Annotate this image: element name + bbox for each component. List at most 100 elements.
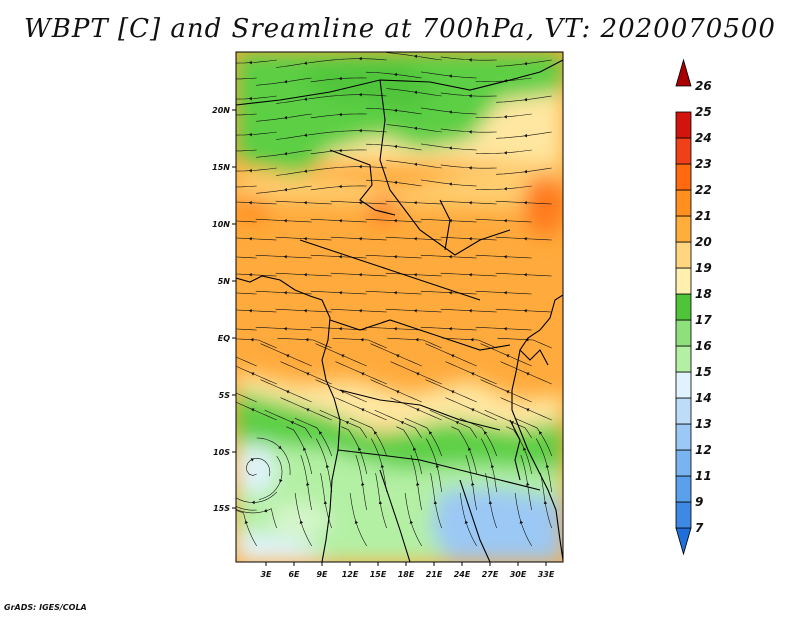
streamline-arrow bbox=[393, 72, 398, 77]
streamline bbox=[420, 290, 477, 295]
streamline bbox=[236, 273, 277, 277]
lon-tick-label: 27E bbox=[482, 570, 499, 579]
colorbar-label: 7 bbox=[695, 521, 704, 535]
streamline bbox=[236, 506, 257, 511]
streamline-arrow bbox=[248, 200, 252, 205]
streamline bbox=[236, 149, 257, 152]
streamline bbox=[500, 361, 552, 385]
streamline bbox=[310, 77, 367, 83]
streamline-arrow bbox=[393, 290, 397, 295]
streamline bbox=[440, 128, 497, 133]
lat-tick-label: EQ bbox=[218, 334, 230, 343]
streamline bbox=[310, 254, 367, 259]
streamline bbox=[341, 426, 367, 475]
streamline-arrow bbox=[506, 390, 510, 394]
streamline-arrow bbox=[468, 200, 472, 205]
streamline bbox=[386, 88, 442, 97]
streamline-arrow bbox=[231, 354, 234, 357]
lon-tick-label: 33E bbox=[538, 570, 555, 579]
streamline-arrow bbox=[229, 149, 232, 153]
streamline-arrow bbox=[283, 326, 287, 331]
streamline bbox=[480, 379, 532, 403]
streamline-arrow bbox=[305, 482, 310, 486]
streamline bbox=[475, 113, 532, 118]
streamline bbox=[275, 272, 332, 277]
streamline-arrow bbox=[543, 500, 548, 505]
lat-tick-label: 10N bbox=[212, 220, 230, 229]
streamline bbox=[236, 95, 277, 100]
colorbar-upper-arrow bbox=[675, 58, 692, 87]
colorbar-label: 17 bbox=[695, 313, 712, 327]
streamline bbox=[540, 473, 552, 529]
streamline bbox=[236, 508, 277, 529]
colorbar-label: 21 bbox=[695, 209, 712, 223]
streamline-arrow bbox=[248, 272, 252, 277]
streamline-arrow bbox=[354, 520, 359, 524]
streamline bbox=[390, 361, 442, 385]
streamline bbox=[365, 218, 422, 223]
streamline-arrow bbox=[523, 97, 528, 102]
streamline bbox=[275, 308, 332, 313]
streamline-arrow bbox=[251, 372, 255, 376]
streamline-arrow bbox=[448, 254, 452, 259]
streamline-arrow bbox=[286, 390, 290, 394]
streamline bbox=[276, 131, 332, 140]
streamline bbox=[264, 410, 312, 439]
streamline bbox=[335, 361, 387, 385]
streamline bbox=[365, 107, 422, 115]
streamline-arrow bbox=[464, 520, 469, 524]
colorbar-segment bbox=[675, 397, 692, 425]
map-frame bbox=[235, 51, 564, 563]
streamline-arrow bbox=[279, 479, 283, 483]
streamline bbox=[275, 200, 332, 205]
streamline bbox=[420, 326, 477, 331]
streamline bbox=[236, 220, 257, 223]
streamline bbox=[480, 438, 497, 493]
streamline-arrow bbox=[338, 76, 342, 81]
streamline-arrow bbox=[409, 520, 414, 524]
colorbar-segment bbox=[675, 501, 692, 529]
streamline bbox=[236, 256, 257, 259]
streamline-arrow bbox=[303, 308, 307, 313]
streamline-arrow bbox=[523, 61, 528, 66]
streamline-arrow bbox=[400, 421, 404, 425]
streamline-arrow bbox=[338, 290, 342, 295]
streamline-arrow bbox=[250, 458, 255, 462]
streamline-arrow bbox=[325, 464, 330, 468]
streamline bbox=[480, 343, 532, 367]
streamline-arrow bbox=[413, 162, 418, 167]
streamline-arrow bbox=[526, 372, 530, 376]
streamline bbox=[425, 343, 477, 367]
streamline bbox=[276, 95, 332, 104]
streamline-arrow bbox=[341, 354, 345, 358]
streamline-arrow bbox=[435, 464, 440, 468]
colorbar-label: 9 bbox=[695, 495, 703, 509]
streamline-arrow bbox=[299, 520, 304, 524]
streamline bbox=[370, 343, 422, 367]
streamline-arrow bbox=[503, 114, 507, 119]
streamline-arrow bbox=[338, 112, 342, 117]
streamline-arrow bbox=[231, 390, 234, 393]
streamline-arrow bbox=[244, 520, 249, 524]
colorbar-label: 11 bbox=[695, 469, 712, 483]
streamline-arrow bbox=[361, 372, 365, 376]
streamline bbox=[236, 237, 277, 241]
streamline bbox=[236, 392, 257, 403]
lat-tick-label: 15S bbox=[213, 504, 230, 513]
lon-tick-label: 9E bbox=[316, 570, 328, 579]
streamline bbox=[286, 426, 312, 475]
streamline-arrow bbox=[416, 372, 420, 376]
streamline-arrow bbox=[468, 447, 472, 451]
streamline bbox=[276, 167, 332, 176]
lon-tick-label: 3E bbox=[260, 570, 272, 579]
streamline bbox=[236, 309, 277, 313]
streamline-arrow bbox=[338, 218, 342, 223]
wbpt-field bbox=[236, 52, 563, 562]
streamline-arrow bbox=[393, 144, 398, 149]
streamline bbox=[310, 185, 367, 191]
streamline-arrow bbox=[470, 482, 475, 486]
streamline bbox=[440, 56, 497, 61]
streamline-arrow bbox=[358, 447, 362, 451]
streamline bbox=[506, 426, 532, 475]
streamline bbox=[445, 361, 497, 385]
